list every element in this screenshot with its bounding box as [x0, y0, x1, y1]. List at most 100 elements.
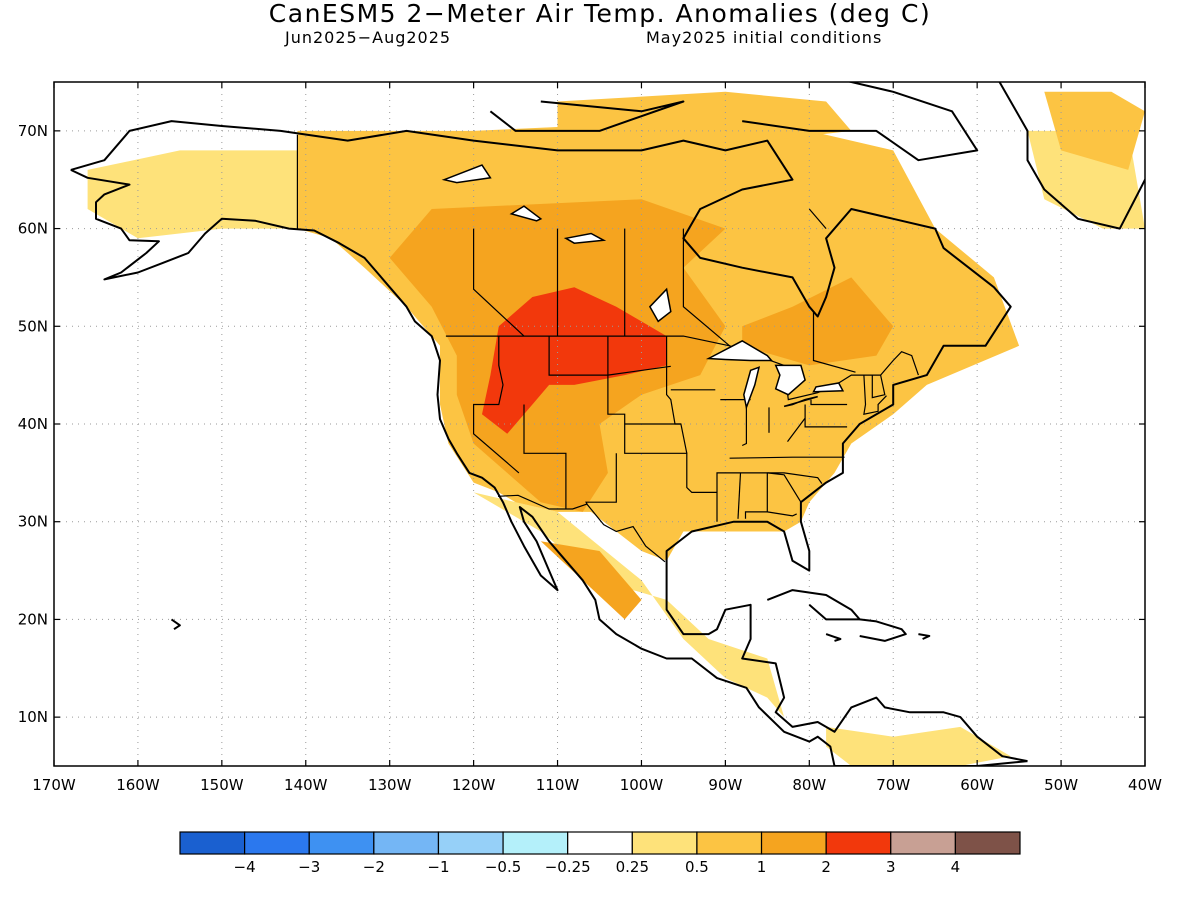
- longitude-label: 120W: [452, 776, 496, 794]
- anomaly-region: [557, 91, 852, 151]
- boundary-line: [767, 511, 797, 517]
- colorbar-label: −0.25: [545, 858, 591, 876]
- colorbar-label: −2: [363, 858, 385, 876]
- boundary-line: [767, 472, 802, 503]
- boundary-line: [812, 311, 856, 373]
- colorbar-label: −3: [298, 858, 320, 876]
- colorbar-swatch: [502, 831, 569, 855]
- lakes: [441, 164, 845, 411]
- boundary-line: [804, 404, 848, 428]
- boundary-line: [548, 336, 717, 493]
- lake: [705, 340, 774, 362]
- boundary-line: [810, 399, 848, 406]
- longitude-label: 110W: [536, 776, 580, 794]
- colorbar-label: 1: [757, 858, 767, 876]
- boundary-line: [737, 472, 742, 519]
- boundary-line: [665, 336, 688, 454]
- boundary-line: [497, 494, 666, 563]
- longitude-label: 170W: [32, 776, 76, 794]
- latitude-label: 50N: [18, 317, 48, 335]
- colorbar-swatch: [954, 831, 1021, 855]
- colorbar-swatch: [696, 831, 763, 855]
- boundary-line: [863, 375, 887, 415]
- lake: [441, 164, 492, 184]
- longitude-label: 150W: [200, 776, 244, 794]
- axis-ticks: [53, 82, 1146, 766]
- coastline: [489, 100, 685, 132]
- initial-conditions: May2025 initial conditions: [646, 28, 883, 47]
- boundary-line: [716, 472, 823, 522]
- longitude-label: 40W: [1128, 776, 1162, 794]
- colorbar-swatch: [760, 831, 827, 855]
- coastline: [825, 633, 842, 642]
- colorbar-swatch: [179, 831, 246, 855]
- boundary-line: [607, 365, 671, 376]
- latitude-label: 10N: [18, 708, 48, 726]
- lake: [774, 364, 806, 396]
- colorbar-label: −0.5: [485, 858, 521, 876]
- map-title: CanESM5 2−Meter Air Temp. Anomalies (deg…: [268, 0, 932, 28]
- longitude-label: 70W: [876, 776, 910, 794]
- longitude-label: 140W: [284, 776, 328, 794]
- colorbar-swatch: [373, 831, 440, 855]
- boundary-line: [473, 336, 520, 474]
- longitude-label: 50W: [1044, 776, 1078, 794]
- colorbar-label: 0.5: [685, 858, 709, 876]
- longitude-label: 80W: [792, 776, 826, 794]
- colorbar-swatch: [631, 831, 698, 855]
- boundary-line: [473, 228, 525, 337]
- coastline: [70, 168, 1028, 766]
- boundary-line: [741, 406, 748, 447]
- coastline: [998, 82, 1145, 230]
- latitude-label: 60N: [18, 220, 48, 238]
- coastline: [766, 589, 861, 621]
- latitude-label: 20N: [18, 610, 48, 628]
- boundary-line: [808, 208, 827, 229]
- boundary-line: [682, 228, 730, 347]
- lake: [783, 395, 818, 408]
- colorbar-swatch: [825, 831, 892, 855]
- coastline: [170, 618, 181, 631]
- boundary-line: [871, 374, 886, 399]
- colorbar-label: −4: [234, 858, 256, 876]
- colorbar-label: 4: [951, 858, 961, 876]
- boundary-line: [787, 417, 806, 442]
- forecast-period: Jun2025−Aug2025: [285, 28, 452, 47]
- boundary-line: [523, 404, 567, 509]
- colorbar: [179, 831, 1021, 855]
- colorbar-swatch: [308, 831, 375, 855]
- boundary-line: [585, 453, 617, 505]
- map-plot-area: [54, 82, 1145, 766]
- longitude-label: 90W: [708, 776, 742, 794]
- coastline: [918, 633, 931, 640]
- colorbar-label: 2: [821, 858, 831, 876]
- anomaly-region: [826, 726, 1011, 766]
- anomaly-region: [87, 150, 298, 239]
- colorbar-label: −1: [427, 858, 449, 876]
- longitude-label: 160W: [116, 776, 160, 794]
- colorbar-swatch: [244, 831, 310, 855]
- longitude-label: 130W: [368, 776, 412, 794]
- latitude-labels: 10N 20N 30N 40N 50N 60N 70N: [18, 122, 48, 726]
- longitude-label: 100W: [620, 776, 664, 794]
- boundary-line: [729, 456, 845, 459]
- colorbar-label: 3: [886, 858, 896, 876]
- boundary-line: [744, 472, 768, 519]
- coastline: [70, 120, 1028, 763]
- lake: [563, 232, 607, 244]
- latitude-label: 70N: [18, 122, 48, 140]
- lake: [648, 287, 672, 323]
- longitude-labels: 170W 160W 150W 140W 130W 120W 110W 100W 90W 80W 70…: [32, 776, 1162, 794]
- lake: [509, 205, 543, 222]
- longitude-label: 60W: [960, 776, 994, 794]
- coastlines: [70, 82, 1145, 766]
- lake: [812, 382, 845, 393]
- colorbar-labels: −4 −3 −2 −1 −0.5 −0.25 0.25 0.5 1 2 3 4: [234, 858, 961, 876]
- colorbar-swatch: [890, 831, 956, 855]
- anomaly-region: [482, 287, 667, 434]
- latitude-label: 40N: [18, 415, 48, 433]
- colorbar-label: 0.25: [616, 858, 649, 876]
- coastline: [859, 618, 907, 642]
- latitude-label: 30N: [18, 513, 48, 531]
